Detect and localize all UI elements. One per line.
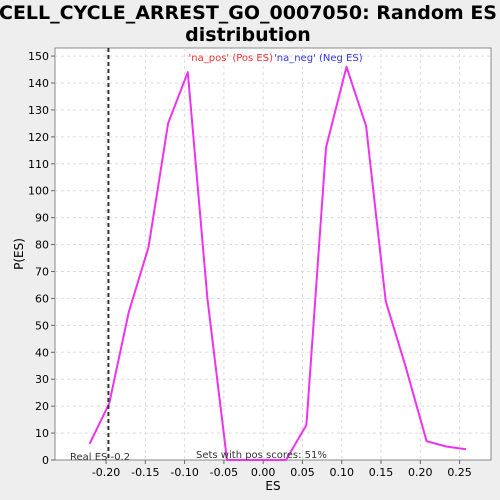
y-tick-label: 0 [42, 454, 49, 467]
x-tick-label: -0.05 [210, 466, 238, 479]
y-tick-label: 140 [28, 77, 49, 90]
x-axis-ticks: -0.20 -0.15 -0.10 -0.05 0.00 0.05 0.10 0.15 0.20… [92, 460, 472, 479]
y-axis-ticks: 0 10 20 30 40 50 60 70 80 90 100 110 120 130 140 150 [28, 50, 55, 467]
x-tick-label: 0.00 [251, 466, 276, 479]
y-tick-label: 10 [35, 427, 49, 440]
series-line [88, 65, 467, 461]
y-tick-label: 130 [28, 104, 49, 117]
y-tick-label: 80 [35, 239, 49, 252]
legend-pos-label: 'na_pos' (Pos ES) [189, 53, 274, 64]
x-tick-label: -0.15 [131, 466, 159, 479]
y-tick-label: 90 [35, 212, 49, 225]
x-axis-label: ES [265, 479, 280, 493]
x-tick-label: 0.25 [447, 466, 472, 479]
x-tick-label: -0.20 [92, 466, 120, 479]
legend-neg-label: 'na_neg' (Neg ES) [274, 53, 363, 64]
x-tick-label: -0.10 [170, 466, 198, 479]
y-tick-label: 70 [35, 266, 49, 279]
x-tick-label: 0.05 [290, 466, 315, 479]
y-tick-label: 20 [35, 400, 49, 413]
y-tick-label: 150 [28, 50, 49, 63]
y-tick-label: 30 [35, 373, 49, 386]
y-tick-label: 100 [28, 185, 49, 198]
y-tick-label: 50 [35, 319, 49, 332]
y-tick-label: 60 [35, 292, 49, 305]
y-tick-label: 40 [35, 346, 49, 359]
chart-title-line-1: CELL_CYCLE_ARREST_GO_0007050: Random ES [0, 2, 497, 24]
x-tick-label: 0.15 [369, 466, 394, 479]
chart-title-line-2: distribution [185, 24, 311, 46]
x-tick-label: 0.10 [329, 466, 354, 479]
real-es-label: Real ES -0.2 [70, 452, 130, 463]
plot-area [54, 47, 492, 461]
x-tick-label: 0.20 [408, 466, 433, 479]
y-tick-label: 110 [28, 158, 49, 171]
y-tick-label: 120 [28, 131, 49, 144]
y-axis-label: P(ES) [12, 238, 26, 270]
grid [55, 48, 491, 460]
series-layer [88, 65, 467, 461]
pos-scores-annotation: Sets with pos scores: 51% [196, 450, 327, 461]
